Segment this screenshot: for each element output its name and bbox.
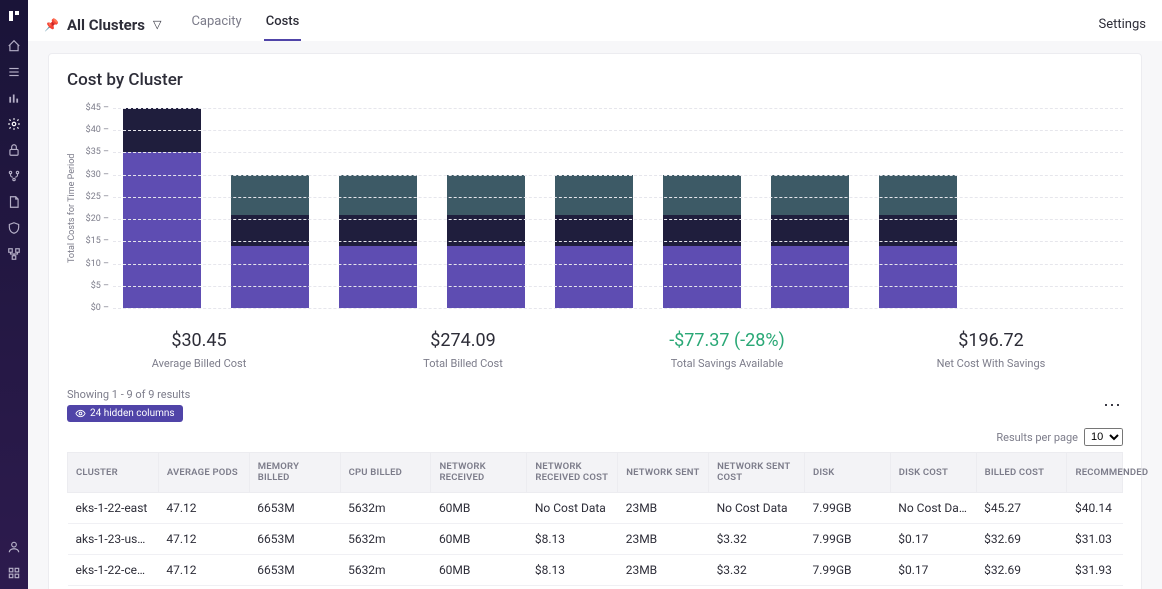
home-icon[interactable] [6,38,22,54]
bar [123,108,201,308]
metric-value: $30.45 [67,330,331,351]
col-header[interactable]: DISK COST [890,453,976,493]
ytick: $35 – [83,147,109,157]
col-header[interactable]: NETWORK SENT [618,453,709,493]
logo-icon [6,8,22,24]
metrics-row: $30.45 Average Billed Cost$274.09 Total Bi… [67,330,1123,370]
ytick: $40 – [83,125,109,135]
more-menu-icon[interactable]: ⋯ [1103,395,1123,416]
chevron-down-icon[interactable]: ▽ [153,18,161,31]
tab-costs[interactable]: Costs [264,8,302,41]
table-row[interactable]: eks-1-22-east47.126653M5632m60MBNo Cost … [68,492,1123,523]
pin-icon[interactable]: 📌 [44,18,59,32]
ytick: $25 – [83,192,109,202]
hidden-columns-badge[interactable]: 24 hidden columns [67,405,183,422]
sidebar [0,0,28,589]
settings-link[interactable]: Settings [1099,17,1146,32]
ytick: $45 – [83,103,109,113]
metric: $196.72 Net Cost With Savings [859,330,1123,370]
col-header[interactable]: NETWORK RECEIVED [431,453,527,493]
ytick: $0 – [83,303,109,313]
shield-icon[interactable] [6,220,22,236]
col-header[interactable]: NETWORK SENT COST [709,453,805,493]
metric: $30.45 Average Billed Cost [67,330,331,370]
topbar: 📌 All Clusters ▽ Capacity Costs Settings [28,0,1162,41]
metric-value: $196.72 [859,330,1123,351]
ytick: $20 – [83,214,109,224]
tab-capacity[interactable]: Capacity [189,8,243,41]
table-row[interactable]: aks-1-23-use…47.126653M5632m60MB$8.1323M… [68,523,1123,554]
col-header[interactable]: CPU BILLED [340,453,431,493]
table-row[interactable]: aks-1-23-usc…47.126653M5632m60MB$8.1323M… [68,585,1123,589]
gear-icon[interactable] [6,116,22,132]
col-header[interactable]: NETWORK RECEIVED COST [527,453,618,493]
col-header[interactable]: MEMORY BILLED [249,453,340,493]
list-icon[interactable] [6,64,22,80]
col-header[interactable]: AVERAGE PODS [158,453,249,493]
grid-icon[interactable] [6,565,22,581]
results-showing: Showing 1 - 9 of 9 results [67,388,190,401]
doc-icon[interactable] [6,194,22,210]
col-header[interactable]: DISK [804,453,890,493]
cluster-table: CLUSTERAVERAGE PODSMEMORY BILLEDCPU BILL… [67,452,1123,589]
metric-value: $274.09 [331,330,595,351]
metric-label: Net Cost With Savings [859,357,1123,370]
ytick: $30 – [83,170,109,180]
bar-chart: $0 –$5 –$10 –$15 –$20 –$25 –$30 –$35 –$4… [113,108,1123,308]
metric: $274.09 Total Billed Cost [331,330,595,370]
cost-card: Cost by Cluster Total Costs for Time Per… [48,53,1142,589]
ytick: $5 – [83,281,109,291]
tabs: Capacity Costs [189,8,301,41]
metric-label: Total Billed Cost [331,357,595,370]
metric: -$77.37 (-28%) Total Savings Available [595,330,859,370]
table-row[interactable]: eks-1-22-cen…47.126653M5632m60MB$8.1323M… [68,554,1123,585]
bars-icon[interactable] [6,90,22,106]
rpp-label: Results per page [996,431,1078,444]
lock-icon[interactable] [6,142,22,158]
metric-label: Average Billed Cost [67,357,331,370]
metric-label: Total Savings Available [595,357,859,370]
ytick: $15 – [83,236,109,246]
col-header[interactable]: RECOMMENDED [1067,453,1123,493]
col-header[interactable]: CLUSTER [68,453,159,493]
card-title: Cost by Cluster [67,70,1123,90]
ytick: $10 – [83,259,109,269]
cluster-selector[interactable]: All Clusters [67,16,145,34]
branch-icon[interactable] [6,168,22,184]
metric-value: -$77.37 (-28%) [595,330,859,351]
y-axis-label: Total Costs for Time Period [67,108,77,308]
user-icon[interactable] [6,539,22,555]
col-header[interactable]: BILLED COST [976,453,1067,493]
rpp-select[interactable]: 10 [1084,428,1123,446]
nodes-icon[interactable] [6,246,22,262]
